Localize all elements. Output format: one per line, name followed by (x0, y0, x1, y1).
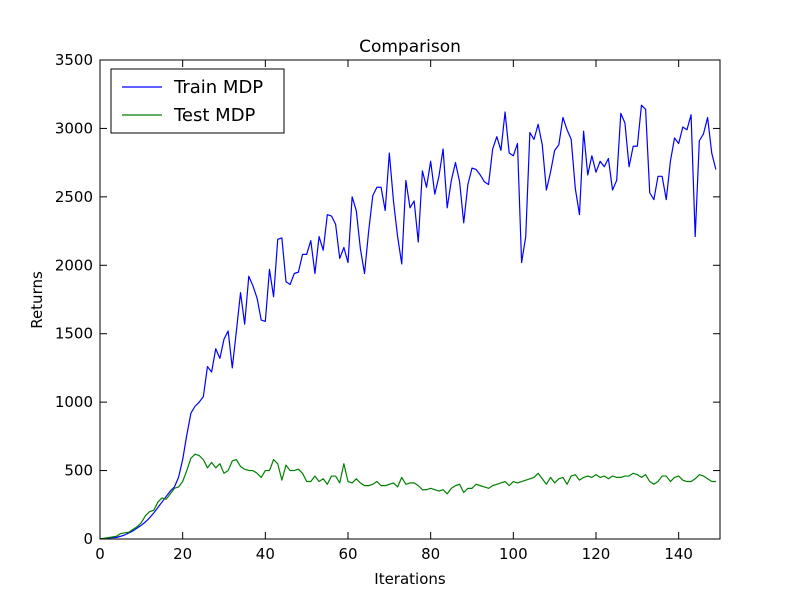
y-tick-label: 2500 (55, 188, 93, 206)
y-tick-label: 3500 (55, 51, 93, 69)
y-axis-label: Returns (28, 271, 46, 329)
series-layer (99, 104, 717, 540)
plot-area: 0 20 40 60 80 100 120 140 0 500 1000 1500 2000 2500 3… (55, 51, 721, 563)
x-tick-label: 100 (499, 545, 528, 563)
axes-frame (99, 59, 721, 540)
y-tick-label: 1500 (55, 325, 93, 343)
chart-title: Comparison (359, 37, 461, 57)
y-axis-ticks: 0 500 1000 1500 2000 2500 3000 3500 (55, 51, 720, 548)
series-line-test-mdp (99, 453, 716, 540)
x-tick-label: 140 (664, 545, 693, 563)
x-axis-label: Iterations (374, 570, 446, 588)
legend-box (110, 68, 285, 134)
series-line-train-mdp (99, 104, 717, 540)
y-tick-label: 2000 (55, 256, 93, 274)
y-tick-label: 0 (83, 530, 93, 548)
x-tick-label: 120 (582, 545, 611, 563)
x-tick-label: 40 (256, 545, 275, 563)
y-tick-label: 500 (64, 462, 93, 480)
x-tick-label: 80 (421, 545, 440, 563)
y-tick-label: 1000 (55, 393, 93, 411)
x-tick-label: 60 (338, 545, 357, 563)
legend-train-label: Train MDP (173, 77, 263, 98)
x-tick-label: 20 (173, 545, 192, 563)
y-tick-label: 3000 (55, 119, 93, 137)
x-axis-ticks: 0 20 40 60 80 100 120 140 (95, 60, 693, 563)
legend-test-label: Test MDP (173, 105, 256, 126)
x-tick-label: 0 (95, 545, 105, 563)
legend: Train MDP Test MDP (110, 68, 285, 134)
